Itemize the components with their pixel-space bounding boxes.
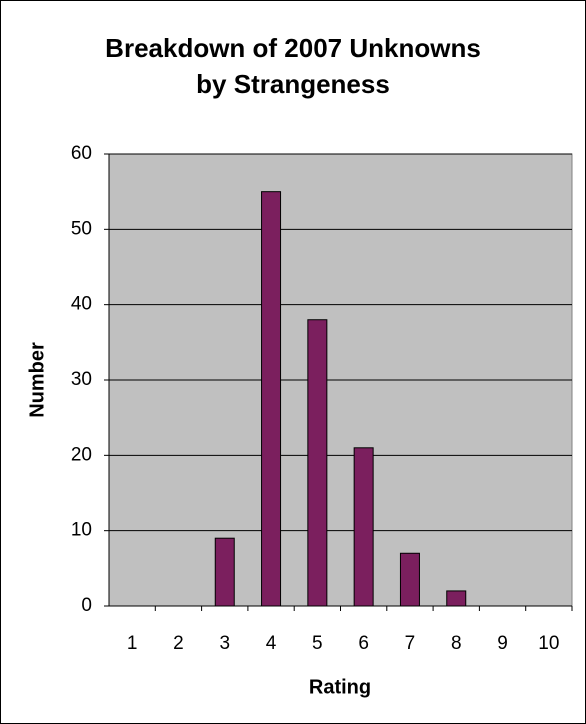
x-tick-label: 6 bbox=[358, 633, 369, 654]
chart-title: Breakdown of 2007 Unknowns bbox=[105, 33, 481, 63]
x-tick-label: 9 bbox=[497, 633, 508, 654]
y-tick-label: 60 bbox=[71, 143, 92, 164]
y-axis-title: Number bbox=[26, 342, 48, 418]
bar bbox=[307, 319, 328, 607]
x-tick-label: 10 bbox=[538, 633, 559, 654]
chart-title: by Strangeness bbox=[196, 69, 390, 99]
x-tick-label: 3 bbox=[219, 633, 230, 654]
bar bbox=[214, 537, 235, 607]
x-tick-label: 4 bbox=[266, 633, 277, 654]
x-tick-label: 1 bbox=[127, 633, 138, 654]
bar bbox=[261, 191, 282, 607]
x-tick-label: 5 bbox=[312, 633, 323, 654]
bar bbox=[399, 552, 420, 607]
y-tick-label: 40 bbox=[71, 294, 92, 315]
bar bbox=[353, 447, 374, 607]
y-tick-label: 10 bbox=[71, 520, 92, 541]
x-tick-label: 2 bbox=[173, 633, 184, 654]
y-tick-label: 0 bbox=[81, 595, 92, 616]
y-tick-label: 20 bbox=[71, 444, 92, 465]
y-tick-label: 50 bbox=[71, 218, 92, 239]
x-tick-label: 8 bbox=[451, 633, 462, 654]
x-tick-label: 7 bbox=[405, 633, 416, 654]
y-tick-label: 30 bbox=[71, 369, 92, 390]
x-axis-title: Rating bbox=[309, 676, 371, 698]
bar bbox=[446, 590, 467, 607]
